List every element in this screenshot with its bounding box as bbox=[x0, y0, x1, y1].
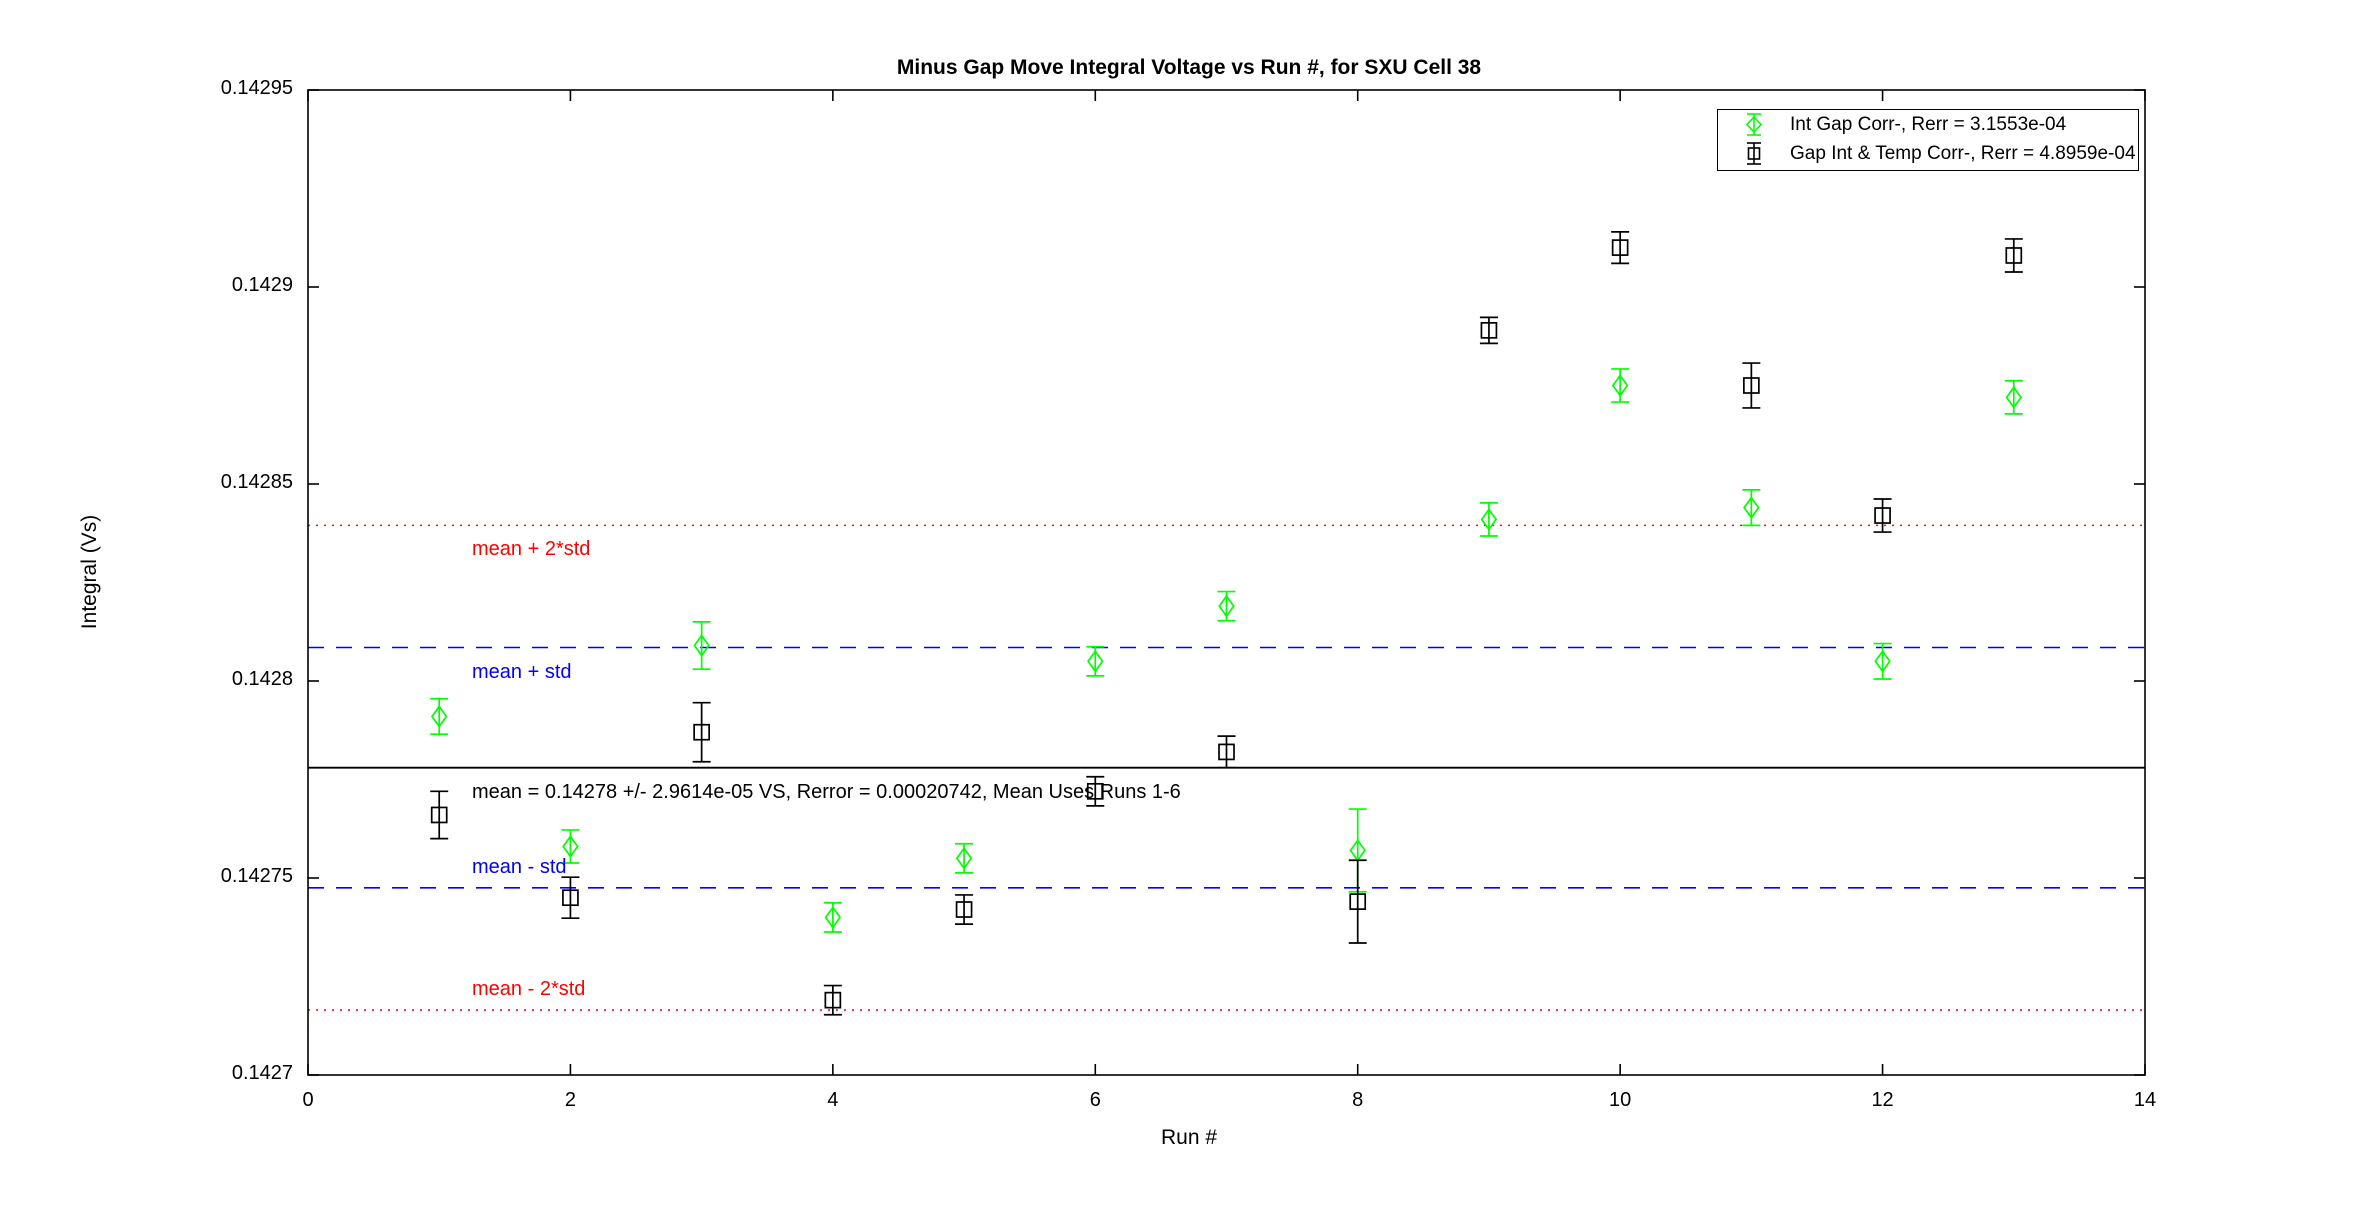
y-axis-label: Integral (Vs) bbox=[78, 514, 101, 630]
data-point-diamond bbox=[1087, 649, 1104, 673]
data-point-square bbox=[693, 723, 710, 741]
chart-title: Minus Gap Move Integral Voltage vs Run #… bbox=[896, 56, 1482, 79]
legend-item-label: Gap Int & Temp Corr-, Rerr = 4.8959e-04 bbox=[1790, 142, 2136, 164]
x-tick-label: 8 bbox=[1352, 1089, 1364, 1111]
legend-item-label: Int Gap Corr-, Rerr = 3.1553e-04 bbox=[1790, 113, 2067, 135]
data-point-square bbox=[1349, 893, 1367, 910]
x-tick-label: 6 bbox=[1089, 1089, 1101, 1111]
series-1 bbox=[430, 230, 2023, 1016]
data-point-square bbox=[562, 889, 579, 907]
plot-border bbox=[307, 89, 2146, 1076]
y-tick-label: 0.1429 bbox=[231, 274, 293, 296]
x-tick-label: 12 bbox=[1871, 1089, 1894, 1111]
ref-label-mean-plus-std: mean + std bbox=[472, 660, 572, 683]
mean-annotation-text: mean = 0.14278 +/- 2.9614e-05 VS, Rerror… bbox=[472, 780, 1181, 803]
legend[interactable]: Int Gap Corr-, Rerr = 3.1553e-04 Gap Int… bbox=[1717, 109, 2139, 171]
x-tick-label: 0 bbox=[302, 1089, 314, 1111]
data-point-diamond bbox=[562, 835, 579, 858]
data-point-square bbox=[430, 806, 448, 824]
data-point-diamond bbox=[2005, 385, 2023, 409]
data-point-diamond bbox=[693, 634, 710, 657]
data-point-diamond bbox=[955, 846, 973, 870]
data-point-square bbox=[1480, 321, 1498, 339]
data-point-diamond bbox=[1480, 508, 1498, 531]
y-tick-label: 0.1427 bbox=[231, 1062, 293, 1084]
ref-label-mean-plus-2std: mean + 2*std bbox=[472, 538, 591, 561]
data-point-square bbox=[1218, 743, 1235, 761]
data-point-diamond bbox=[824, 905, 842, 929]
ref-label-mean-minus-std: mean - std bbox=[472, 855, 567, 878]
x-tick-label: 14 bbox=[2133, 1089, 2157, 1111]
y-tick-label: 0.14285 bbox=[220, 471, 293, 493]
y-tick-label: 0.14275 bbox=[220, 865, 293, 887]
data-point-square bbox=[1874, 507, 1891, 524]
diamond-marker-icon bbox=[1718, 110, 1790, 139]
data-point-square bbox=[955, 901, 973, 918]
data-point-square bbox=[2005, 247, 2023, 264]
data-point-diamond bbox=[430, 705, 448, 728]
data-point-square bbox=[824, 991, 842, 1009]
data-point-square bbox=[1086, 782, 1104, 800]
data-point-square bbox=[1743, 377, 1760, 394]
data-point-diamond bbox=[1743, 496, 1760, 520]
x-tick-label: 4 bbox=[827, 1089, 839, 1111]
y-tick-label: 0.14295 bbox=[220, 77, 293, 99]
square-marker-icon bbox=[1718, 139, 1790, 168]
legend-item-0[interactable]: Int Gap Corr-, Rerr = 3.1553e-04 bbox=[1718, 110, 2138, 139]
x-tick-label: 2 bbox=[564, 1089, 576, 1111]
data-point-square bbox=[1611, 239, 1629, 256]
data-point-diamond bbox=[1218, 594, 1235, 618]
series-0 bbox=[430, 368, 2023, 933]
legend-item-1[interactable]: Gap Int & Temp Corr-, Rerr = 4.8959e-04 bbox=[1718, 139, 2138, 168]
x-axis-label: Run # bbox=[1160, 1126, 1218, 1149]
data-point-diamond bbox=[1874, 649, 1891, 673]
x-tick-label: 10 bbox=[1609, 1089, 1632, 1111]
ref-label-mean-minus-2std: mean - 2*std bbox=[472, 977, 586, 1000]
data-point-diamond bbox=[1611, 374, 1629, 397]
y-tick-label: 0.1428 bbox=[231, 668, 293, 690]
